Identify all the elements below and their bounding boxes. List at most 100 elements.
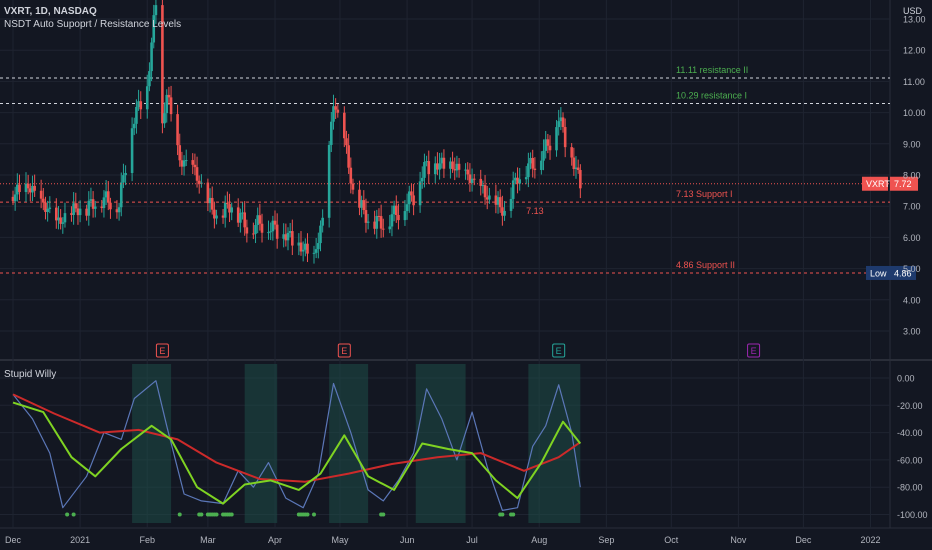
oversold-dot [199, 512, 204, 517]
willy-line [12, 380, 581, 511]
candle-body [197, 180, 201, 184]
candle-body [91, 199, 95, 209]
price-tick-label: 7.00 [903, 202, 921, 212]
oversold-dot [71, 512, 76, 517]
candle-body [516, 177, 519, 184]
candle-body [269, 231, 272, 233]
osc-tick-label: -80.00 [897, 483, 923, 493]
fast-ma-line [12, 401, 582, 505]
osc-tick-label: -40.00 [897, 428, 923, 438]
level-lines: 11.11 resistance II 10.29 resistance I 7.1… [0, 65, 890, 274]
low-label-box [866, 265, 890, 280]
oversold-dot [229, 512, 234, 517]
candle-body [137, 101, 140, 107]
candle-body [347, 145, 350, 168]
earnings-badge [747, 343, 761, 358]
level-label: 4.86 Support II [676, 260, 735, 270]
candle-body [169, 97, 173, 115]
candle-body [63, 213, 67, 223]
candle-body [74, 203, 78, 209]
price-candles [11, 0, 582, 264]
candle-body [167, 94, 171, 98]
candle-body [540, 160, 543, 170]
candle-body [392, 205, 396, 215]
time-tick-label: May [331, 535, 349, 545]
last-price-label-box [862, 176, 888, 191]
candle-body [163, 113, 166, 124]
candle-body [226, 202, 229, 205]
candle-body [319, 225, 322, 244]
candle-body [561, 117, 565, 128]
candle-body [286, 232, 290, 241]
candle-body [453, 169, 457, 171]
time-tick-label: Jun [400, 535, 415, 545]
candle-body [531, 157, 535, 169]
candle-body [496, 197, 500, 205]
candle-body [423, 162, 426, 178]
candle-body [379, 216, 383, 229]
candle-body [24, 183, 28, 193]
candle-body [468, 174, 472, 183]
time-tick-label: Jul [466, 535, 478, 545]
candle-body [397, 214, 400, 221]
candle-body [494, 195, 498, 205]
candle-body [388, 226, 392, 230]
bull-zone [528, 364, 581, 523]
slow-ma-line [12, 393, 581, 483]
oscillator-lines [12, 380, 582, 517]
candle-body [317, 243, 320, 250]
candle-body [11, 196, 15, 202]
candle-body [161, 5, 164, 124]
candle-body [18, 184, 21, 193]
candle-body [304, 243, 307, 250]
candle-body [213, 209, 216, 219]
candle-body [254, 225, 257, 234]
candle-body [381, 228, 385, 230]
candle-body [479, 178, 483, 186]
candle-body [258, 215, 262, 224]
candle-body [59, 217, 62, 224]
candle-body [61, 222, 65, 224]
candle-body [427, 161, 431, 175]
candle-body [481, 185, 485, 187]
candle-body [572, 157, 576, 170]
oversold-dot [65, 512, 70, 517]
price-tick-label: 13.00 [903, 15, 926, 25]
candle-body [239, 213, 242, 223]
candle-body [176, 114, 179, 146]
candle-body [464, 169, 467, 171]
candle-body [100, 206, 104, 209]
candle-body [509, 198, 513, 211]
candle-body [349, 167, 353, 184]
candle-body [418, 181, 422, 206]
time-tick-label: Mar [200, 535, 216, 545]
last-price-value: 7.72 [894, 179, 912, 189]
candle-body [78, 208, 82, 216]
osc-tick-label: -20.00 [897, 401, 923, 411]
earnings-badge [552, 343, 566, 358]
candle-body [358, 189, 361, 208]
candle-body [117, 207, 121, 213]
candle-body [87, 200, 91, 216]
candle-body [148, 71, 151, 87]
candle-body [544, 139, 547, 151]
candle-body [245, 227, 249, 234]
osc-tick-label: 0.00 [897, 374, 915, 384]
candle-body [46, 208, 49, 212]
price-tick-label: 6.00 [903, 233, 921, 243]
candle-body [449, 161, 452, 169]
candle-body [150, 42, 153, 72]
candle-body [524, 177, 528, 180]
candle-body [314, 249, 318, 253]
candle-body [321, 217, 324, 226]
bull-zone [132, 364, 172, 523]
level-label: 7.13 Support I [676, 189, 733, 199]
candle-body [273, 220, 277, 225]
subpane-title: Stupid Willy [4, 369, 57, 380]
candle-body [466, 169, 470, 175]
time-tick-label: Dec [795, 535, 812, 545]
candle-body [282, 234, 285, 239]
candle-body [191, 160, 195, 165]
candle-body [297, 242, 301, 246]
